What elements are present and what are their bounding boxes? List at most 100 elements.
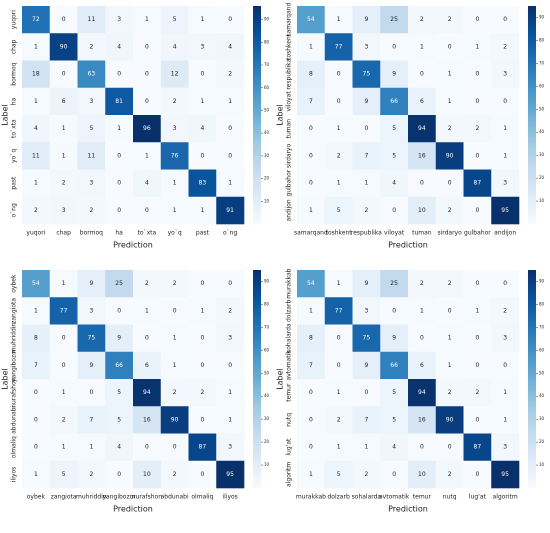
heatmap-cell	[491, 460, 520, 489]
heatmap-cell	[22, 115, 51, 143]
heatmap-cell	[77, 324, 106, 353]
cell-label: 2	[420, 16, 424, 23]
heatmap-cell	[105, 460, 134, 489]
x-tick-label: yo`q	[168, 230, 182, 237]
colorbar-tick-label: 50	[539, 370, 545, 375]
heatmap-cell	[324, 270, 353, 298]
cell-label: 1	[337, 180, 341, 187]
heatmap-cell	[324, 351, 353, 380]
cell-label: 0	[364, 389, 368, 396]
heatmap-cell	[77, 460, 106, 489]
heatmap-cell	[324, 196, 353, 225]
x-tick-label: temur	[413, 494, 432, 501]
y-tick-label: yo`q	[11, 149, 18, 163]
cell-label: 1	[228, 389, 232, 396]
cell-label: 4	[392, 444, 396, 451]
heatmap-cell	[491, 60, 520, 89]
colorbar	[253, 6, 261, 224]
y-tick-label: sohalarda	[286, 323, 293, 353]
y-tick-label: nurafshon	[11, 377, 18, 407]
x-tick-label: ha	[115, 230, 123, 237]
cell-label: 1	[228, 416, 232, 423]
heatmap-cell	[435, 270, 464, 298]
heatmap-cell	[216, 460, 245, 489]
x-tick-label: chap	[56, 230, 71, 237]
heatmap-cell	[435, 379, 464, 407]
heatmap-cell	[49, 169, 78, 198]
cell-label: 2	[420, 280, 424, 287]
cell-label: 0	[448, 43, 452, 50]
heatmap-cell	[297, 379, 326, 407]
cell-label: 1	[34, 180, 38, 187]
heatmap-cell	[105, 142, 134, 170]
cell-label: 1	[337, 125, 341, 132]
x-tick-label: to`xta	[138, 230, 157, 237]
cell-label: 8	[309, 71, 313, 78]
cell-label: 0	[475, 416, 479, 423]
colorbar-tick-label: 50	[264, 107, 270, 112]
cell-label: 0	[503, 16, 507, 23]
cell-label: 1	[200, 16, 204, 23]
cell-label: 25	[390, 16, 398, 23]
cell-label: 87	[199, 444, 207, 451]
cell-label: 1	[448, 362, 452, 369]
cell-label: 7	[89, 416, 93, 423]
cell-label: 0	[309, 152, 313, 159]
heatmap-cell	[133, 87, 162, 116]
y-tick-label: past	[11, 176, 18, 190]
heatmap-cell	[160, 297, 189, 325]
heatmap-cell	[408, 115, 437, 143]
cell-label: 5	[392, 389, 396, 396]
cell-label: 1	[173, 207, 177, 214]
heatmap-cell	[352, 196, 381, 225]
heatmap-cell	[435, 142, 464, 170]
cell-label: 6	[145, 362, 149, 369]
cell-label: 0	[309, 125, 313, 132]
cell-label: 0	[420, 444, 424, 451]
cell-label: 8	[34, 335, 38, 342]
cell-label: 1	[309, 471, 313, 478]
cell-label: 1	[503, 125, 507, 132]
heatmap-cell	[435, 460, 464, 489]
cell-label: 0	[62, 71, 66, 78]
cell-label: 0	[200, 335, 204, 342]
colorbar-tick-label: 80	[264, 39, 270, 44]
cell-label: 0	[503, 362, 507, 369]
heatmap-cell	[77, 6, 106, 34]
x-tick-label: bormoq	[80, 230, 103, 237]
heatmap-cell	[380, 433, 409, 462]
heatmap-cell	[380, 60, 409, 89]
y-axis-label: Label	[276, 104, 285, 126]
heatmap-cell	[463, 433, 492, 462]
cell-label: 1	[62, 280, 66, 287]
cell-label: 5	[89, 125, 93, 132]
cell-label: 0	[420, 335, 424, 342]
cell-label: 0	[309, 416, 313, 423]
heatmap-cell	[352, 406, 381, 434]
cell-label: 3	[228, 335, 232, 342]
heatmap-cell	[22, 460, 51, 489]
cell-label: 3	[503, 335, 507, 342]
heatmap-cell	[49, 33, 78, 61]
x-axis-label: Prediction	[388, 241, 428, 250]
colorbar-tick-label: 90	[539, 278, 545, 283]
cell-label: 0	[62, 335, 66, 342]
cell-label: 1	[337, 280, 341, 287]
cell-label: 1	[228, 98, 232, 105]
heatmap-cell	[491, 297, 520, 325]
heatmap-cell	[324, 33, 353, 61]
cell-label: 0	[309, 180, 313, 187]
cell-label: 10	[418, 471, 426, 478]
heatmap-cell	[216, 115, 245, 143]
heatmap-cell	[160, 196, 189, 225]
y-tick-label: yuqori	[11, 10, 18, 29]
heatmap-cell	[105, 87, 134, 116]
heatmap-cell	[491, 115, 520, 143]
heatmap-cell	[105, 60, 134, 89]
y-tick-label: to`xta	[11, 119, 18, 138]
cell-label: 0	[475, 280, 479, 287]
x-tick-label: algoritm	[493, 494, 518, 501]
y-tick-label: respublika	[286, 58, 293, 89]
x-tick-label: tuman	[412, 230, 432, 237]
